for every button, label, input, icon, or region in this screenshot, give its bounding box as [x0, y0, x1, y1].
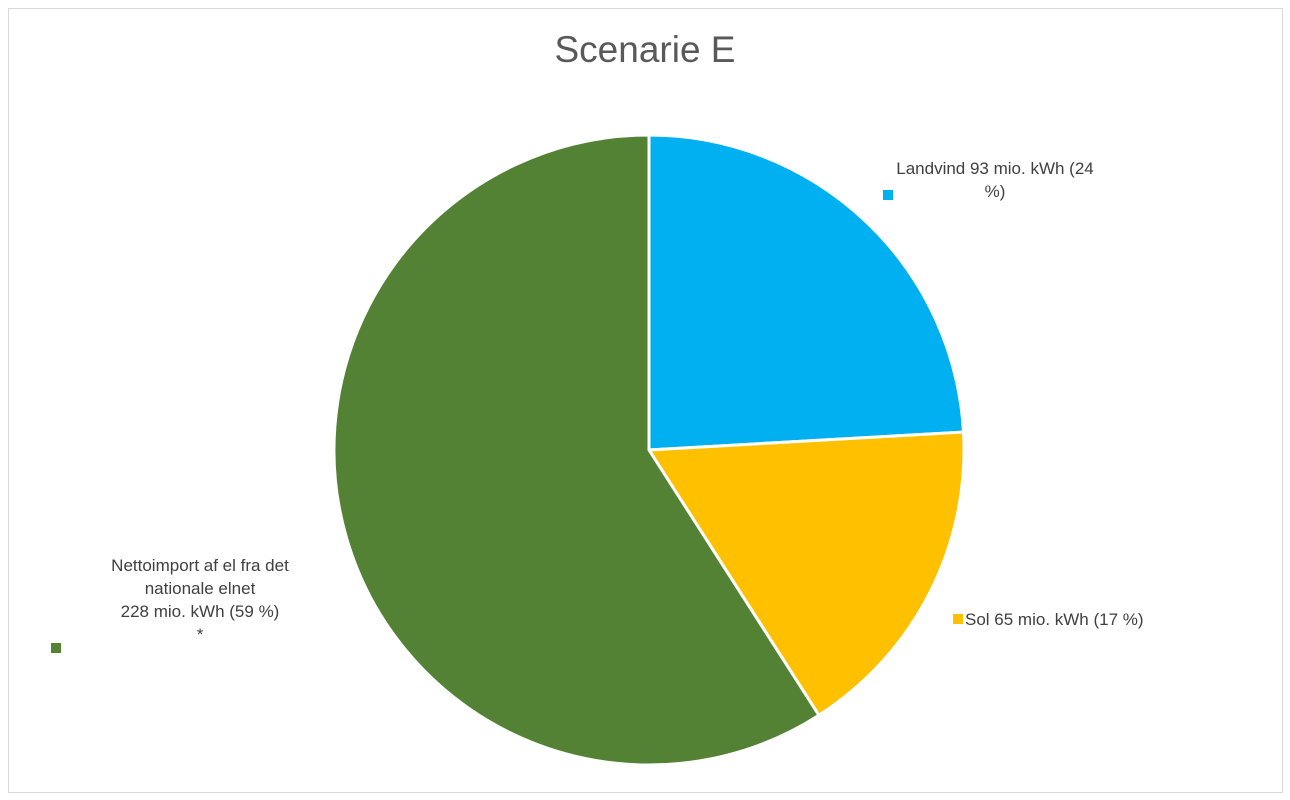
slice-label-line: 228 mio. kWh (59 %): [120, 602, 280, 621]
chart-title: Scenarie E: [554, 29, 736, 70]
pie-slice-nettoimport: [332, 133, 821, 767]
slice-label-nettoimport: Nettoimport af el fra det nationale elne…: [70, 554, 330, 646]
legend-key-landvind: [883, 190, 893, 200]
slice-label-line: Landvind 93 mio. kWh (24: [896, 159, 1094, 178]
pie-slice-sol: [647, 430, 966, 717]
legend-key-nettoimport: [51, 643, 61, 653]
slice-label-line: nationale elnet: [144, 579, 256, 598]
slice-label-sol: Sol 65 mio. kWh (17 %): [965, 608, 1215, 631]
legend-key-sol: [953, 614, 963, 624]
slice-label-line: *: [196, 625, 204, 644]
pie-slice-landvind: [647, 133, 965, 452]
slice-label-line: Sol 65 mio. kWh (17 %): [965, 610, 1144, 629]
slice-label-landvind: Landvind 93 mio. kWh (24 %): [890, 157, 1100, 203]
slice-label-line: %): [984, 182, 1006, 201]
slice-label-line: Nettoimport af el fra det: [111, 556, 289, 575]
